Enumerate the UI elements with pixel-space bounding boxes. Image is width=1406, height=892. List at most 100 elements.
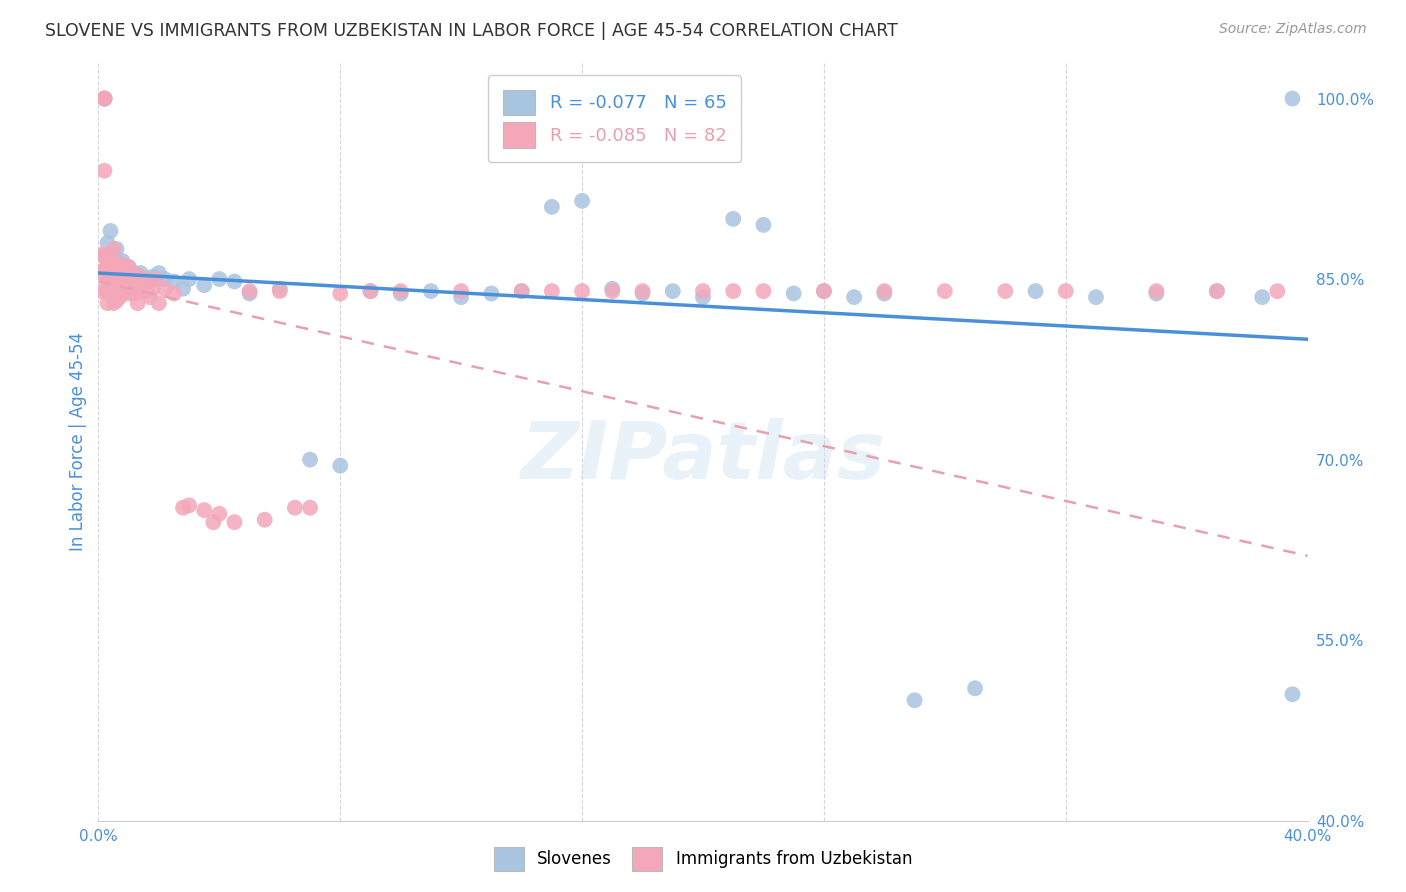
Point bbox=[1281, 687, 1303, 701]
Point bbox=[96, 254, 118, 268]
Point bbox=[723, 211, 745, 226]
Point bbox=[239, 286, 262, 301]
Point bbox=[105, 272, 128, 286]
Point bbox=[360, 284, 382, 298]
Point bbox=[602, 282, 624, 296]
Point bbox=[450, 284, 472, 298]
Point bbox=[172, 500, 194, 515]
Point bbox=[132, 278, 155, 293]
Point bbox=[873, 286, 896, 301]
Point bbox=[129, 284, 152, 298]
Point bbox=[1281, 91, 1303, 105]
Point bbox=[121, 275, 143, 289]
Point bbox=[100, 286, 122, 301]
Point bbox=[93, 262, 115, 277]
Point bbox=[103, 260, 125, 274]
Point bbox=[360, 284, 382, 298]
Point bbox=[111, 260, 134, 274]
Point bbox=[139, 290, 162, 304]
Point bbox=[239, 284, 262, 298]
Point bbox=[108, 290, 131, 304]
Point bbox=[450, 290, 472, 304]
Point bbox=[121, 284, 143, 298]
Point bbox=[1024, 284, 1046, 298]
Point bbox=[510, 284, 533, 298]
Point bbox=[105, 266, 128, 280]
Point bbox=[224, 515, 246, 529]
Point bbox=[96, 284, 118, 298]
Point bbox=[96, 284, 118, 298]
Point bbox=[145, 272, 167, 286]
Point bbox=[1144, 284, 1167, 298]
Point bbox=[129, 266, 152, 280]
Point bbox=[193, 278, 215, 293]
Point bbox=[111, 286, 134, 301]
Point bbox=[783, 286, 806, 301]
Point bbox=[90, 248, 112, 262]
Point bbox=[179, 499, 201, 513]
Point bbox=[124, 286, 146, 301]
Point bbox=[139, 275, 162, 289]
Point bbox=[118, 286, 141, 301]
Point bbox=[1085, 290, 1108, 304]
Point bbox=[844, 290, 866, 304]
Point bbox=[193, 503, 215, 517]
Point bbox=[873, 284, 896, 298]
Point bbox=[153, 282, 176, 296]
Point bbox=[135, 272, 157, 286]
Point bbox=[389, 286, 412, 301]
Point bbox=[540, 200, 562, 214]
Point bbox=[118, 272, 141, 286]
Point bbox=[114, 269, 136, 284]
Point bbox=[121, 269, 143, 284]
Point bbox=[904, 693, 927, 707]
Point bbox=[540, 284, 562, 298]
Point bbox=[1267, 284, 1289, 298]
Point bbox=[129, 269, 152, 284]
Point bbox=[121, 266, 143, 280]
Point bbox=[127, 272, 149, 286]
Point bbox=[108, 275, 131, 289]
Point bbox=[93, 91, 115, 105]
Point bbox=[103, 296, 125, 310]
Point bbox=[202, 515, 225, 529]
Point bbox=[124, 272, 146, 286]
Point bbox=[93, 248, 115, 262]
Point bbox=[118, 260, 141, 274]
Point bbox=[103, 242, 125, 256]
Point bbox=[93, 91, 115, 105]
Point bbox=[124, 278, 146, 293]
Point bbox=[965, 681, 987, 696]
Point bbox=[329, 458, 352, 473]
Point bbox=[813, 284, 835, 298]
Point bbox=[571, 194, 593, 208]
Point bbox=[90, 284, 112, 298]
Point bbox=[1054, 284, 1077, 298]
Point bbox=[752, 218, 775, 232]
Point bbox=[631, 284, 654, 298]
Point bbox=[153, 272, 176, 286]
Point bbox=[299, 452, 322, 467]
Point bbox=[692, 290, 714, 304]
Point bbox=[103, 258, 125, 272]
Point bbox=[105, 242, 128, 256]
Point bbox=[420, 284, 443, 298]
Point bbox=[934, 284, 956, 298]
Point bbox=[269, 284, 291, 298]
Point bbox=[661, 284, 683, 298]
Text: SLOVENE VS IMMIGRANTS FROM UZBEKISTAN IN LABOR FORCE | AGE 45-54 CORRELATION CHA: SLOVENE VS IMMIGRANTS FROM UZBEKISTAN IN… bbox=[45, 22, 898, 40]
Point bbox=[723, 284, 745, 298]
Point bbox=[93, 91, 115, 105]
Point bbox=[100, 251, 122, 265]
Point bbox=[103, 275, 125, 289]
Text: ZIPatlas: ZIPatlas bbox=[520, 417, 886, 496]
Point bbox=[114, 266, 136, 280]
Point bbox=[299, 500, 322, 515]
Point bbox=[96, 235, 118, 250]
Text: Source: ZipAtlas.com: Source: ZipAtlas.com bbox=[1219, 22, 1367, 37]
Point bbox=[142, 282, 165, 296]
Point bbox=[148, 266, 170, 280]
Point bbox=[510, 284, 533, 298]
Point bbox=[124, 266, 146, 280]
Point bbox=[752, 284, 775, 298]
